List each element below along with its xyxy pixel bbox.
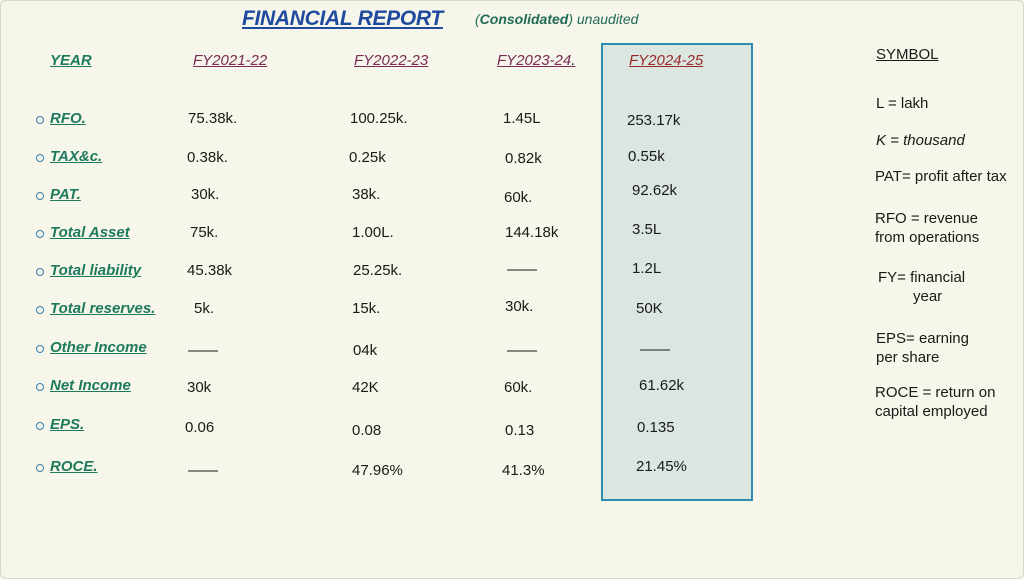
cell-total-asset-col3: 144.18k <box>505 224 559 241</box>
cell-pat-col4: 92.62k <box>632 182 678 199</box>
symbol-item-line1: RFO = revenue <box>875 210 978 227</box>
bullet-icon <box>36 383 44 391</box>
bullet-icon <box>36 422 44 430</box>
symbol-item: L = lakh <box>876 94 928 113</box>
row-label-roce: ROCE. <box>50 458 98 475</box>
row-label-total-reserves: Total reserves. <box>50 300 156 317</box>
bullet-icon <box>36 230 44 238</box>
cell-total-asset-col2: 1.00L. <box>352 224 394 241</box>
bullet-icon <box>36 154 44 162</box>
cell-roce-col4: 21.45% <box>636 458 687 475</box>
symbol-item-line2: year <box>913 288 943 305</box>
bullet-icon <box>36 268 44 276</box>
symbol-item-line2: capital employed <box>875 403 988 420</box>
report-subtitle: (Consolidated) unaudited <box>475 11 638 27</box>
cell-net-income-col1: 30k <box>187 379 212 396</box>
symbol-item-line1: ROCE = return on <box>875 384 996 401</box>
header-fy2022-23: FY2022-23 <box>354 52 429 69</box>
cell-rfo-col4: 253.17k <box>627 112 681 129</box>
symbol-item: PAT= profit after tax <box>875 167 1007 186</box>
cell-tax-c-col3: 0.82k <box>505 150 542 167</box>
cell-other-income-col2: 04k <box>353 342 378 359</box>
cell-roce-col3: 41.3% <box>502 462 545 479</box>
row-label-pat: PAT. <box>50 186 81 203</box>
cell-total-reserves-col2: 15k. <box>352 300 381 317</box>
symbol-item-line1: PAT= profit after tax <box>875 168 1007 185</box>
subtitle-open: ( <box>475 11 480 27</box>
header-year: YEAR <box>50 52 92 69</box>
row-label-eps: EPS. <box>50 416 85 433</box>
cell-rfo-col3: 1.45L <box>503 110 541 127</box>
symbol-item-line1: EPS= earning <box>876 330 969 347</box>
header-fy2024-25: FY2024-25 <box>629 52 704 69</box>
cell-net-income-col3: 60k. <box>504 379 533 396</box>
cell-rfo-col1: 75.38k. <box>188 110 238 127</box>
bullet-icon <box>36 345 44 353</box>
cell-other-income-col4: —— <box>640 341 670 358</box>
symbol-item-line1: FY= financial <box>878 269 966 286</box>
symbol-item-line1: K = thousand <box>876 132 965 149</box>
cell-eps-col1: 0.06 <box>185 419 215 436</box>
row-label-net-income: Net Income <box>50 377 131 394</box>
row-label-total-asset: Total Asset <box>50 224 130 241</box>
header-fy2023-24-label: FY2023-24 <box>497 52 572 69</box>
cell-other-income-col3: —— <box>507 342 537 359</box>
header-fy2021-22: FY2021-22 <box>193 52 268 69</box>
cell-pat-col2: 38k. <box>352 186 381 203</box>
row-label-total-liability: Total liability <box>50 262 142 279</box>
cell-pat-col3: 60k. <box>504 189 533 206</box>
cell-total-asset-col4: 3.5L <box>632 221 662 238</box>
bullet-icon <box>36 116 44 124</box>
cell-total-asset-col1: 75k. <box>190 224 219 241</box>
cell-total-liability-col1: 45.38k <box>187 262 233 279</box>
cell-roce-col1: —— <box>188 462 218 479</box>
symbol-item: EPS= earning per share <box>876 329 969 367</box>
header-fy2023-24: FY2023-24. <box>497 52 575 69</box>
cell-total-liability-col2: 25.25k. <box>353 262 403 279</box>
cell-tax-c-col2: 0.25k <box>349 149 386 166</box>
symbol-item: ROCE = return on capital employed <box>875 383 995 421</box>
bullet-icon <box>36 464 44 472</box>
row-label-rfo: RFO. <box>50 110 86 127</box>
row-label-tax-c: TAX&c. <box>50 148 103 165</box>
symbol-item-line2: from operations <box>875 229 980 246</box>
report-title: FINANCIAL REPORT <box>242 7 443 30</box>
bullet-icon <box>36 192 44 200</box>
symbol-item-line2: per share <box>876 349 940 366</box>
bullet-icon <box>36 306 44 314</box>
cell-roce-col2: 47.96% <box>352 462 403 479</box>
symbol-item: RFO = revenue from operations <box>875 209 979 247</box>
symbol-item-line1: L = lakh <box>876 95 929 112</box>
cell-tax-c-col4: 0.55k <box>628 148 665 165</box>
cell-rfo-col2: 100.25k. <box>350 110 408 127</box>
symbol-item: K = thousand <box>876 131 965 150</box>
cell-total-reserves-col4: 50K <box>636 300 663 317</box>
cell-net-income-col2: 42K <box>352 379 379 396</box>
symbol-title: SYMBOL <box>876 46 939 63</box>
cell-tax-c-col1: 0.38k. <box>187 149 228 166</box>
subtitle-unaudited: ) unaudited <box>568 11 639 27</box>
subtitle-consolidated: Consolidated <box>479 11 569 27</box>
cell-total-liability-col3: —— <box>507 261 537 278</box>
cell-other-income-col1: —— <box>188 342 218 359</box>
symbol-item: FY= financial year <box>878 268 965 306</box>
cell-total-reserves-col1: 5k. <box>194 300 215 317</box>
cell-total-liability-col4: 1.2L <box>632 260 662 277</box>
cell-eps-col3: 0.13 <box>505 422 535 439</box>
row-label-other-income: Other Income <box>50 339 147 356</box>
fy2024-25-highlight <box>601 43 753 501</box>
cell-total-reserves-col3: 30k. <box>505 298 534 315</box>
cell-net-income-col4: 61.62k <box>639 377 685 394</box>
cell-pat-col1: 30k. <box>191 186 220 203</box>
header-fy2023-24-dot: . <box>571 52 576 69</box>
cell-eps-col2: 0.08 <box>352 422 382 439</box>
cell-eps-col4: 0.135 <box>637 419 675 436</box>
